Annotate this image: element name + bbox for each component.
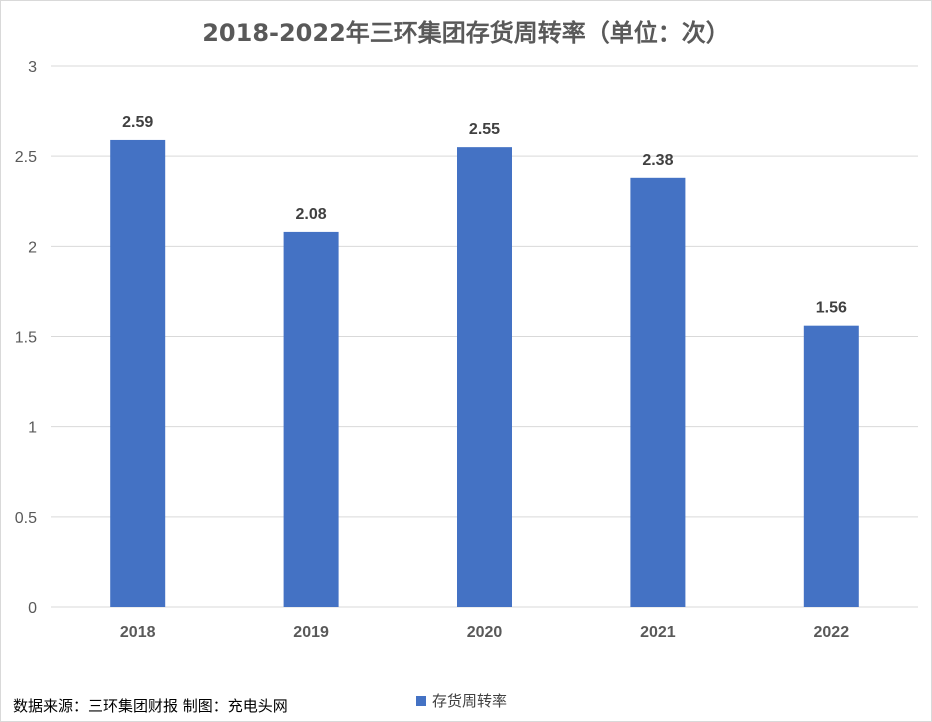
legend: 存货周转率 <box>416 690 507 711</box>
x-tick-label: 2022 <box>814 624 850 641</box>
source-note: 数据来源：三环集团财报 制图：充电头网 <box>13 697 288 715</box>
bar <box>803 325 859 607</box>
legend-label: 存货周转率 <box>432 692 508 710</box>
x-tick-label: 2018 <box>120 624 156 641</box>
y-tick-label: 0 <box>28 600 37 617</box>
data-label: 1.56 <box>816 300 847 317</box>
y-tick-label: 3 <box>28 59 37 76</box>
bar <box>110 139 166 608</box>
data-label: 2.59 <box>122 114 153 131</box>
x-tick-label: 2021 <box>640 624 676 641</box>
bar <box>630 177 686 607</box>
chart-title: 2018-2022年三环集团存货周转率（单位：次） <box>202 19 730 47</box>
x-tick-label: 2019 <box>293 624 329 641</box>
y-tick-label: 1.5 <box>15 330 37 347</box>
y-axis-ticks: 0 0.5 1 1.5 2 2.5 3 <box>15 59 37 617</box>
y-tick-label: 1 <box>28 420 37 437</box>
x-tick-label: 2020 <box>467 624 503 641</box>
y-tick-label: 0.5 <box>15 510 37 527</box>
data-label: 2.08 <box>296 206 327 223</box>
bars <box>110 139 859 608</box>
y-tick-label: 2 <box>28 239 37 256</box>
bar <box>457 147 512 607</box>
bar <box>283 231 339 607</box>
data-labels: 2.59 2.08 2.55 2.38 1.56 <box>122 114 847 317</box>
legend-swatch <box>416 695 426 706</box>
data-label: 2.38 <box>642 152 673 169</box>
y-tick-label: 2.5 <box>15 149 37 166</box>
data-label: 2.55 <box>469 121 500 138</box>
x-axis-ticks: 2018 2019 2020 2021 2022 <box>120 624 849 641</box>
